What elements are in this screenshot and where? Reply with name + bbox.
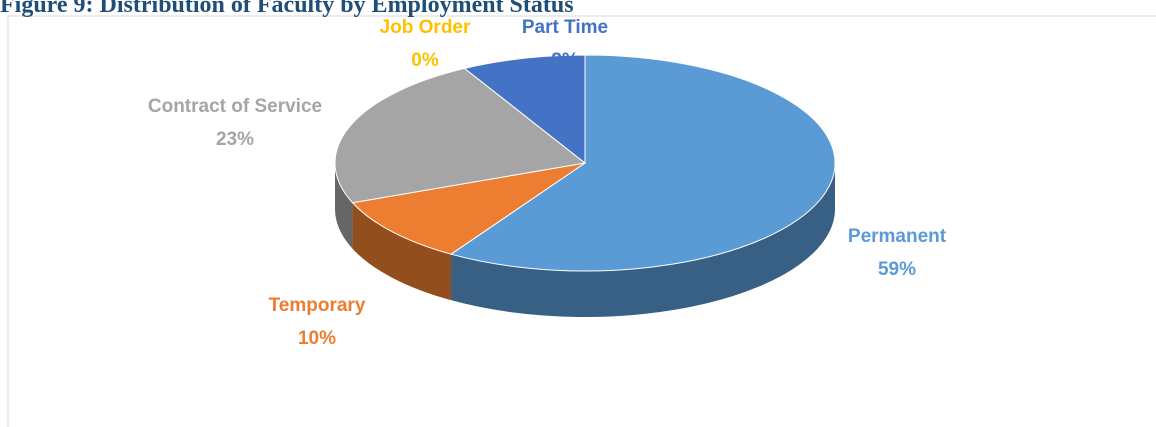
slice-value-label: 0%: [411, 50, 439, 71]
slice-label: Permanent: [848, 226, 947, 247]
slice-side: [451, 163, 835, 317]
slice-value-label: 10%: [298, 328, 336, 349]
slice-label: Temporary: [269, 295, 366, 316]
slice-side: [352, 202, 452, 301]
slice: [449, 54, 836, 272]
slice-value-label: 8%: [551, 50, 579, 71]
slice-side: [335, 163, 353, 249]
slice-value-label: 23%: [216, 129, 254, 150]
slice-label: Contract of Service: [148, 96, 322, 117]
slice: [351, 162, 586, 255]
slice-label: Part Time: [522, 17, 608, 38]
slice: [334, 67, 587, 204]
slice-label: Job Order: [380, 17, 471, 38]
chart-title: Figure 9: Distribution of Faculty by Emp…: [0, 0, 574, 18]
slice: [463, 54, 586, 165]
slice-value-label: 59%: [878, 259, 916, 280]
